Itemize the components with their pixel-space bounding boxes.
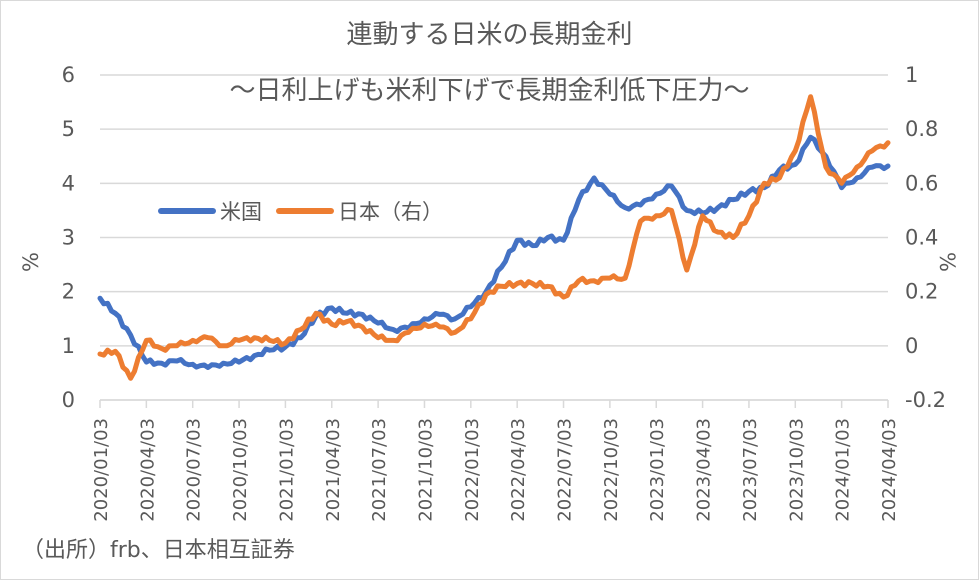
legend-item-japan: 日本（右） — [276, 196, 443, 226]
legend-label-us: 米国 — [220, 200, 262, 224]
y-tick-label: 3 — [62, 226, 75, 250]
x-tick-label: 2020/01/03 — [91, 418, 112, 522]
x-tick-label: 2020/10/03 — [230, 418, 251, 522]
y-tick-label: 6 — [62, 63, 75, 87]
y2-tick-label: -0.2 — [905, 388, 946, 412]
legend-label-japan: 日本（右） — [338, 200, 443, 224]
y-tick-label: 0 — [62, 388, 75, 412]
x-tick-label: 2022/10/03 — [601, 418, 622, 522]
x-tick-label: 2021/04/03 — [323, 418, 344, 522]
x-tick-label: 2020/07/03 — [184, 418, 205, 522]
x-tick-label: 2024/04/03 — [879, 418, 900, 522]
y-tick-label: 4 — [62, 171, 75, 195]
y2-tick-label: 1 — [905, 63, 918, 87]
x-tick-label: 2021/07/03 — [369, 418, 390, 522]
chart-title: 連動する日米の長期金利 — [346, 20, 633, 50]
y-tick-label: 2 — [62, 280, 75, 304]
x-tick-label: 2021/10/03 — [415, 418, 436, 522]
x-tick-label: 2021/01/03 — [276, 418, 297, 522]
x-tick-label: 2020/04/03 — [137, 418, 158, 522]
y2-tick-label: 0.6 — [905, 171, 938, 195]
y-tick-label: 5 — [62, 117, 75, 141]
x-tick-label: 2022/01/03 — [462, 418, 483, 522]
x-tick-label: 2024/01/03 — [833, 418, 854, 522]
source-note: （出所）frb、日本相互証券 — [22, 538, 295, 563]
legend-item-us: 米国 — [158, 196, 262, 226]
x-tick-label: 2022/07/03 — [555, 418, 576, 522]
x-tick-label: 2023/07/03 — [740, 418, 761, 522]
y-axis-label: % — [19, 252, 43, 272]
y-tick-label: 1 — [62, 334, 75, 358]
y2-tick-label: 0.2 — [905, 280, 938, 304]
chart-subtitle: ～日利上げも米利下げで長期金利低下圧力～ — [229, 76, 750, 106]
series-line-us — [97, 134, 891, 370]
y2-tick-label: 0.4 — [905, 226, 938, 250]
chart-legend: 米国 日本（右） — [158, 196, 457, 226]
x-tick-label: 2023/01/03 — [647, 418, 668, 522]
y2-axis-label: % — [935, 252, 959, 272]
legend-swatch-orange-icon — [276, 208, 334, 214]
y2-tick-label: 0 — [905, 334, 918, 358]
legend-swatch-blue-icon — [158, 208, 216, 214]
x-tick-label: 2022/04/03 — [508, 418, 529, 522]
y2-tick-label: 0.8 — [905, 117, 938, 141]
x-tick-label: 2023/04/03 — [694, 418, 715, 522]
series-line-japan — [97, 94, 891, 381]
x-tick-label: 2023/10/03 — [786, 418, 807, 522]
